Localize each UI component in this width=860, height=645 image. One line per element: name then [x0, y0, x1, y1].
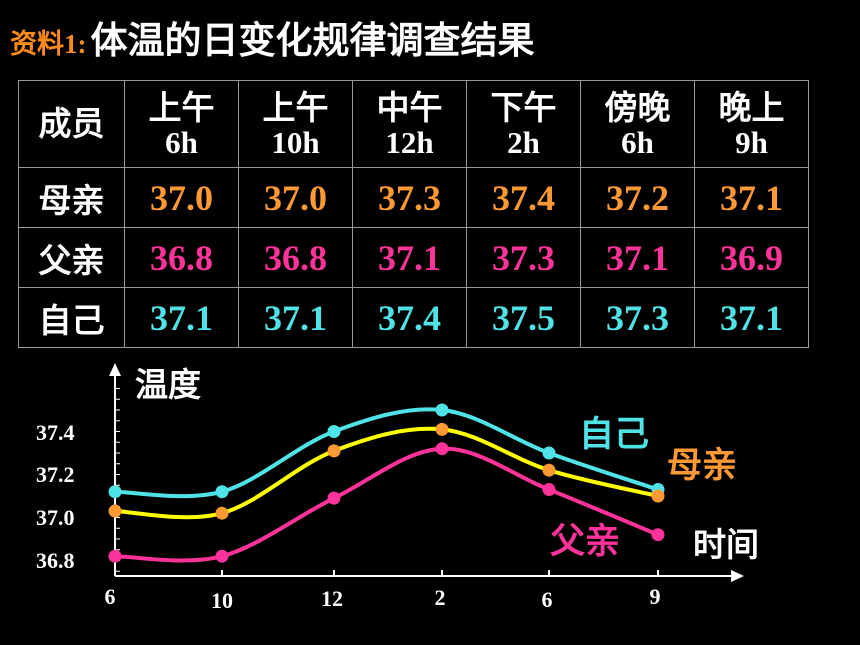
- table-cell: 36.8: [238, 227, 353, 288]
- chart-axes: [109, 363, 744, 582]
- table-cell: 37.1: [694, 287, 809, 348]
- y-tick-label: 37.4: [36, 420, 75, 445]
- y-tick-labels: 37.4 37.2 37.0 36.8: [36, 420, 75, 573]
- header-col: 上午 6h: [124, 80, 239, 168]
- table-row: 父亲 36.8 36.8 37.1 37.3 37.1 36.9: [18, 227, 809, 288]
- table-cell: 37.1: [352, 227, 467, 288]
- table-cell: 37.2: [580, 167, 695, 228]
- data-point: [651, 489, 665, 503]
- data-point: [108, 549, 122, 563]
- data-point: [435, 442, 449, 456]
- series-line-2: [114, 446, 659, 563]
- temperature-table: 成员 上午 6h 上午 10h 中午 12h 下午 2h 傍晚 6h 晚上 9h 母亲 37…: [18, 80, 809, 348]
- x-tick-labels: 6 10 12 2 6 9: [105, 584, 661, 613]
- x-tick-marks: [114, 570, 659, 576]
- x-axis-label: 时间: [693, 525, 759, 564]
- x-tick-label: 2: [435, 585, 446, 610]
- table-cell: 36.9: [694, 227, 809, 288]
- y-tick-label: 37.0: [36, 505, 75, 530]
- data-point: [215, 549, 229, 563]
- x-tick-label: 6: [542, 587, 553, 612]
- row-label-self: 自己: [18, 287, 125, 348]
- data-point: [108, 504, 122, 518]
- header-member: 成员: [18, 80, 125, 168]
- x-tick-label: 9: [650, 584, 661, 609]
- y-tick-label: 37.2: [36, 462, 75, 487]
- data-point: [327, 444, 341, 458]
- data-point: [327, 425, 341, 438]
- slide-title: 资料1: 体温的日变化规律调查结果: [10, 10, 535, 62]
- data-point: [651, 528, 665, 542]
- title-text: 体温的日变化规律调查结果: [90, 19, 535, 62]
- x-tick-label: 6: [105, 584, 116, 609]
- table-cell: 37.0: [124, 167, 239, 228]
- table-cell: 37.4: [466, 167, 581, 228]
- y-tick-label: 36.8: [36, 548, 75, 573]
- table-header-row: 成员 上午 6h 上午 10h 中午 12h 下午 2h 傍晚 6h 晚上 9h: [18, 80, 809, 168]
- table-cell: 37.3: [466, 227, 581, 288]
- header-col: 下午 2h: [466, 80, 581, 168]
- table-cell: 37.1: [238, 287, 353, 348]
- legend-label-self: 自己: [579, 415, 649, 455]
- table-cell: 37.3: [580, 287, 695, 348]
- row-label-mother: 母亲: [18, 167, 125, 228]
- data-point: [542, 483, 556, 497]
- y-axis-arrow: [109, 363, 121, 376]
- header-col: 中午 12h: [352, 80, 467, 168]
- x-tick-label: 10: [211, 588, 233, 613]
- header-col: 上午 10h: [238, 80, 353, 168]
- table-cell: 36.8: [124, 227, 239, 288]
- x-tick-label: 12: [321, 586, 343, 611]
- table-row: 母亲 37.0 37.0 37.3 37.4 37.2 37.1: [18, 167, 809, 228]
- data-point: [435, 403, 449, 417]
- data-point: [542, 446, 556, 460]
- table-cell: 37.0: [238, 167, 353, 228]
- title-prefix: 资料1:: [10, 29, 87, 59]
- data-point: [542, 463, 556, 477]
- table-cell: 37.5: [466, 287, 581, 348]
- data-point: [108, 485, 122, 499]
- data-point: [215, 485, 229, 499]
- table-cell: 37.1: [124, 287, 239, 348]
- temperature-line-chart: 37.4 37.2 37.0 36.8 6 10 12 2 6 9 温度 时间 自己 母亲 父亲: [36, 363, 759, 613]
- series-line-0: [114, 407, 659, 499]
- y-minor-ticks: [115, 388, 120, 572]
- table-cell: 37.1: [580, 227, 695, 288]
- series-line-1: [114, 426, 659, 520]
- legend-label-father: 父亲: [550, 522, 620, 562]
- data-point: [215, 506, 229, 520]
- table-cell: 37.4: [352, 287, 467, 348]
- legend-label-mother: 母亲: [667, 446, 737, 486]
- table-cell: 37.3: [352, 167, 467, 228]
- data-point: [327, 491, 341, 505]
- data-point: [435, 422, 449, 436]
- table-row: 自己 37.1 37.1 37.4 37.5 37.3 37.1: [18, 287, 809, 348]
- table-cell: 37.1: [694, 167, 809, 228]
- header-col: 傍晚 6h: [580, 80, 695, 168]
- x-axis-arrow: [731, 570, 744, 582]
- header-col: 晚上 9h: [694, 80, 809, 168]
- series-layer: [108, 403, 665, 563]
- y-axis-label: 温度: [135, 365, 201, 404]
- row-label-father: 父亲: [18, 227, 125, 288]
